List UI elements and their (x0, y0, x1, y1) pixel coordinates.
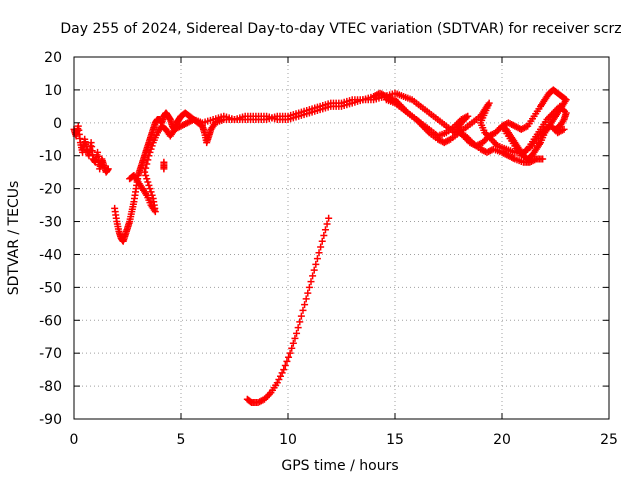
data-point (312, 260, 320, 268)
y-tick-label: -50 (39, 280, 62, 296)
data-point (104, 165, 112, 173)
grid-layer (74, 57, 609, 419)
y-tick-label: -30 (39, 215, 62, 231)
data-point (294, 324, 302, 332)
data-point (309, 272, 317, 280)
data-points-layer (70, 86, 570, 407)
data-point (144, 156, 152, 164)
data-point (280, 366, 288, 374)
data-point (147, 188, 155, 196)
y-tick-label: -80 (39, 379, 62, 395)
x-tick-label: 15 (386, 432, 404, 448)
data-point (299, 306, 307, 314)
data-point (462, 114, 470, 122)
data-point (296, 318, 304, 326)
data-point (443, 137, 451, 145)
data-point (148, 191, 156, 199)
x-tick-label: 0 (70, 432, 79, 448)
y-tick-label: 0 (53, 116, 62, 132)
data-point (321, 226, 329, 234)
y-tick-label: -40 (39, 247, 62, 263)
data-point (520, 124, 528, 132)
data-point (317, 243, 325, 251)
data-point (305, 283, 313, 291)
series-steep-rise (243, 214, 333, 407)
data-point (275, 376, 283, 384)
data-point (146, 148, 154, 156)
data-point (480, 147, 488, 155)
data-point (144, 178, 152, 186)
data-point (146, 185, 154, 193)
data-point (145, 181, 153, 189)
data-point (257, 397, 265, 405)
data-point (278, 369, 286, 377)
data-point (320, 232, 328, 240)
data-point (486, 147, 494, 155)
data-point (143, 160, 151, 168)
data-point (560, 125, 568, 133)
data-point (323, 220, 331, 228)
y-tick-label: -60 (39, 313, 62, 329)
y-tick-label: 20 (44, 50, 62, 66)
y-axis-ticks: 20 10 0 -10 -20 -30 -40 -50 -60 -70 -80 -90 (39, 50, 609, 428)
y-tick-label: -90 (39, 412, 62, 428)
data-point (288, 344, 296, 352)
data-point (553, 125, 561, 133)
data-point (143, 175, 151, 183)
chart-title: Day 255 of 2024, Sidereal Day-to-day VTE… (60, 21, 621, 37)
x-axis-ticks: 0 5 10 15 20 25 (70, 57, 618, 448)
y-tick-label: -20 (39, 182, 62, 198)
y-tick-label: 10 (44, 83, 62, 99)
data-point (281, 362, 289, 370)
y-tick-label: -70 (39, 346, 62, 362)
data-point (148, 142, 156, 150)
data-point (285, 353, 293, 361)
data-point (149, 195, 157, 203)
data-point (264, 392, 272, 400)
data-point (310, 266, 318, 274)
data-point (160, 165, 168, 173)
series-early-negative (70, 122, 112, 176)
data-point (552, 125, 559, 133)
x-tick-label: 20 (493, 432, 511, 448)
data-point (265, 390, 273, 398)
data-point (325, 214, 333, 222)
data-point (289, 339, 297, 347)
series-late-rise (382, 86, 570, 163)
data-point (318, 237, 326, 245)
data-point (286, 349, 294, 357)
data-point (301, 301, 309, 309)
x-tick-label: 5 (177, 432, 186, 448)
data-point (491, 139, 499, 147)
data-point (437, 137, 445, 145)
data-point (315, 249, 323, 257)
data-point (297, 312, 305, 320)
data-point (304, 289, 312, 297)
series-isolated (160, 158, 168, 173)
data-point (293, 329, 301, 337)
data-point (302, 295, 310, 303)
x-tick-label: 25 (600, 432, 618, 448)
data-point (291, 334, 299, 342)
plot-frame (73, 56, 610, 420)
x-tick-label: 10 (279, 432, 297, 448)
data-point (147, 145, 155, 153)
data-point (283, 357, 291, 365)
data-point (539, 155, 547, 163)
data-point (142, 164, 150, 172)
data-point (145, 152, 153, 160)
x-axis-label: GPS time / hours (281, 458, 398, 474)
data-point (277, 372, 285, 380)
data-point (141, 168, 149, 176)
data-point (313, 255, 321, 263)
y-tick-label: -10 (39, 149, 62, 165)
data-point (142, 171, 150, 179)
y-axis-label: SDTVAR / TECUs (6, 181, 22, 296)
data-point (307, 278, 315, 286)
